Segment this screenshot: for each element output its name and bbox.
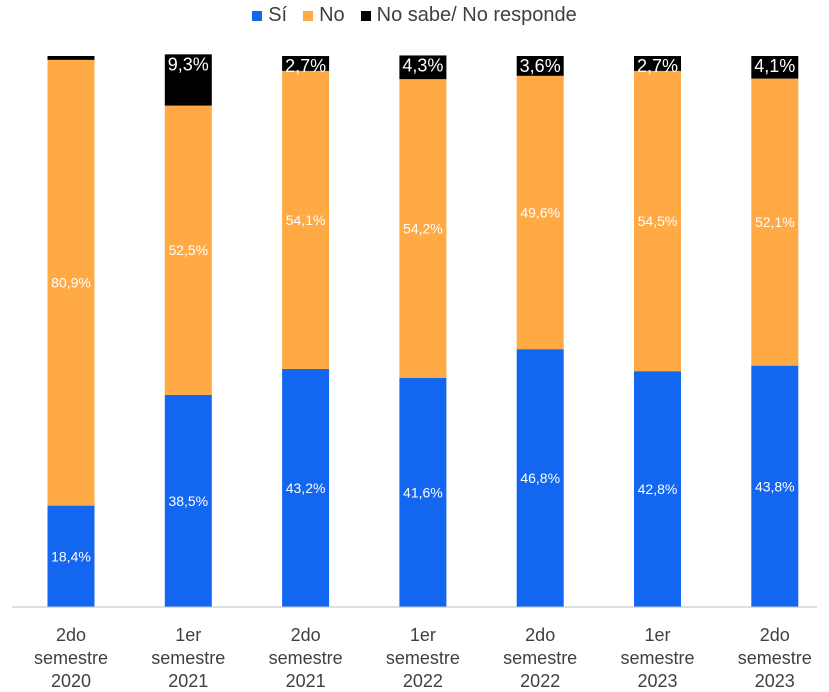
x-tick-label: 2021 [286, 671, 326, 691]
legend-swatch-no-sabe [360, 10, 371, 21]
x-tick-label: 2do [760, 625, 790, 645]
bar-segment-si [47, 505, 95, 607]
data-label-si: 43,8% [755, 478, 795, 494]
bar-segment-no [516, 75, 564, 350]
x-tick-label: 1er [644, 625, 670, 645]
data-label-no-sabe: 4,3% [402, 55, 443, 75]
data-label-si: 42,8% [638, 481, 678, 497]
data-label-no-sabe: 4,1% [754, 56, 795, 76]
legend-label-no: No [319, 4, 345, 26]
bar-segment-no-sabe [634, 56, 681, 71]
x-tick-label: semestre [503, 648, 577, 668]
x-tick-label: 2020 [51, 671, 91, 691]
data-label-si: 38,5% [168, 493, 208, 509]
legend-item-no: No [303, 4, 345, 27]
x-tick-label: 2023 [637, 671, 677, 691]
x-tick-label: 2022 [403, 671, 443, 691]
data-label-no: 49,6% [520, 204, 560, 220]
bar-segment-si [516, 349, 564, 607]
bar-segment-si [282, 368, 330, 607]
legend-item-si: Sí [252, 4, 287, 27]
data-label-no: 54,2% [403, 220, 443, 236]
x-tick-label: 2do [291, 625, 321, 645]
bar-segment-no [399, 79, 447, 378]
x-tick-label: semestre [738, 648, 812, 668]
bar-segment-no-sabe [47, 56, 95, 60]
bar-segment-no [751, 78, 799, 366]
bar-segment-no [47, 59, 95, 506]
legend-label-si: Sí [268, 4, 288, 26]
data-label-no-sabe: 9,3% [168, 54, 209, 74]
bar-segment-no [164, 105, 212, 395]
x-tick-label: 2022 [520, 671, 560, 691]
bar-segment-no [282, 70, 330, 369]
data-label-no-sabe: 3,6% [520, 56, 561, 76]
data-label-no-sabe: 2,7% [285, 56, 326, 76]
data-label-no-sabe: 2,7% [637, 56, 678, 76]
data-label-no: 52,5% [168, 242, 208, 258]
legend-swatch-si [252, 10, 263, 21]
bar-segment-si [399, 377, 447, 607]
x-tick-label: 1er [410, 625, 436, 645]
data-label-si: 46,8% [520, 470, 560, 486]
x-tick-label: semestre [386, 648, 460, 668]
x-tick-label: semestre [34, 648, 108, 668]
legend: Sí No No sabe/ No responde [0, 4, 829, 27]
bar-segment-si [751, 365, 799, 607]
legend-item-no-sabe: No sabe/ No responde [360, 4, 577, 27]
x-tick-label: semestre [269, 648, 343, 668]
bar-segment-no-sabe [751, 56, 799, 79]
legend-swatch-no [303, 10, 314, 21]
data-label-no: 54,5% [638, 213, 678, 229]
x-tick-label: 1er [175, 625, 201, 645]
bar-segment-no-sabe [164, 54, 212, 106]
data-label-si: 18,4% [51, 548, 91, 564]
x-tick-label: 2do [56, 625, 86, 645]
data-label-si: 41,6% [403, 484, 443, 500]
data-label-no: 80,9% [51, 275, 91, 291]
bar-segment-si [634, 371, 681, 607]
data-label-si: 43,2% [286, 480, 326, 496]
bar-segment-no [634, 70, 681, 372]
data-label-no: 54,1% [286, 212, 326, 228]
bar-segment-no-sabe [282, 56, 330, 71]
legend-label-no-sabe: No sabe/ No responde [376, 4, 577, 26]
x-tick-label: semestre [620, 648, 694, 668]
bar-segment-no-sabe [399, 55, 447, 80]
data-label-no: 52,1% [755, 214, 795, 230]
x-tick-label: 2021 [168, 671, 208, 691]
x-tick-label: 2do [525, 625, 555, 645]
x-tick-label: 2023 [755, 671, 795, 691]
bar-segment-no-sabe [516, 56, 564, 76]
x-tick-label: semestre [151, 648, 225, 668]
bar-segment-si [164, 394, 212, 607]
